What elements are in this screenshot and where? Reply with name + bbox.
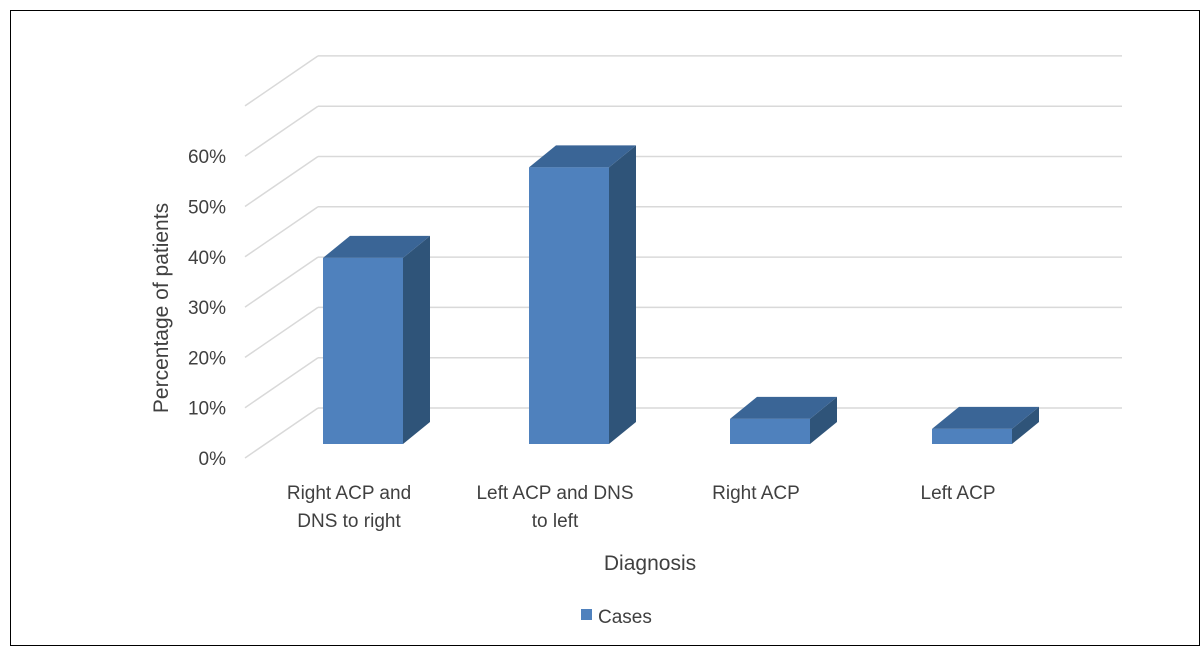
bar-front xyxy=(730,418,810,444)
bar xyxy=(529,145,636,444)
y-tick-label: 30% xyxy=(188,298,226,319)
legend-swatch xyxy=(581,609,592,620)
bar-front xyxy=(529,167,609,444)
x-category-label: Right ACP and DNS to right xyxy=(287,483,411,532)
bar xyxy=(932,406,1039,444)
y-axis-title: Percentage of patients xyxy=(150,203,173,413)
bar xyxy=(730,396,837,444)
y-tick-label: 10% xyxy=(188,399,226,420)
gridline-diagonal xyxy=(244,55,319,107)
gridline-diagonal xyxy=(244,206,319,258)
bar-front xyxy=(323,257,403,444)
x-axis-title: Diagnosis xyxy=(604,552,696,575)
y-tick-label: 40% xyxy=(188,248,226,269)
bar-top xyxy=(529,145,636,168)
y-tick-label: 20% xyxy=(188,348,226,369)
gridline-diagonal xyxy=(244,155,319,208)
y-tick-label: 60% xyxy=(188,147,226,168)
bar-front xyxy=(932,428,1012,444)
bar-side xyxy=(403,235,430,444)
bar-side xyxy=(609,145,636,444)
legend-label: Cases xyxy=(598,607,652,628)
legend: Cases xyxy=(581,607,652,628)
bar-top xyxy=(932,406,1039,429)
x-category-label: Right ACP xyxy=(712,483,800,504)
bar-top xyxy=(323,235,430,258)
gridlines xyxy=(244,55,1122,459)
gridline-diagonal xyxy=(244,306,319,359)
bar-top xyxy=(730,396,837,419)
x-category-label: Left ACP xyxy=(921,483,996,504)
gridline-diagonal xyxy=(244,357,319,409)
y-tick-label: 0% xyxy=(199,449,227,470)
y-tick-labels: 0% 10% 20% 30% 40% 50% 60% xyxy=(188,147,226,470)
bar-side xyxy=(1012,406,1039,444)
gridline-diagonal xyxy=(244,407,319,459)
gridline-diagonal xyxy=(244,105,319,157)
x-category-labels: Right ACP and DNS to right Left ACP and DN… xyxy=(287,483,996,532)
x-category-label: Left ACP and DNS to left xyxy=(476,483,633,532)
bar xyxy=(323,235,430,444)
bars xyxy=(323,145,1039,444)
bar-side xyxy=(810,396,837,444)
gridline-diagonal xyxy=(244,256,319,308)
y-tick-label: 50% xyxy=(188,198,226,219)
